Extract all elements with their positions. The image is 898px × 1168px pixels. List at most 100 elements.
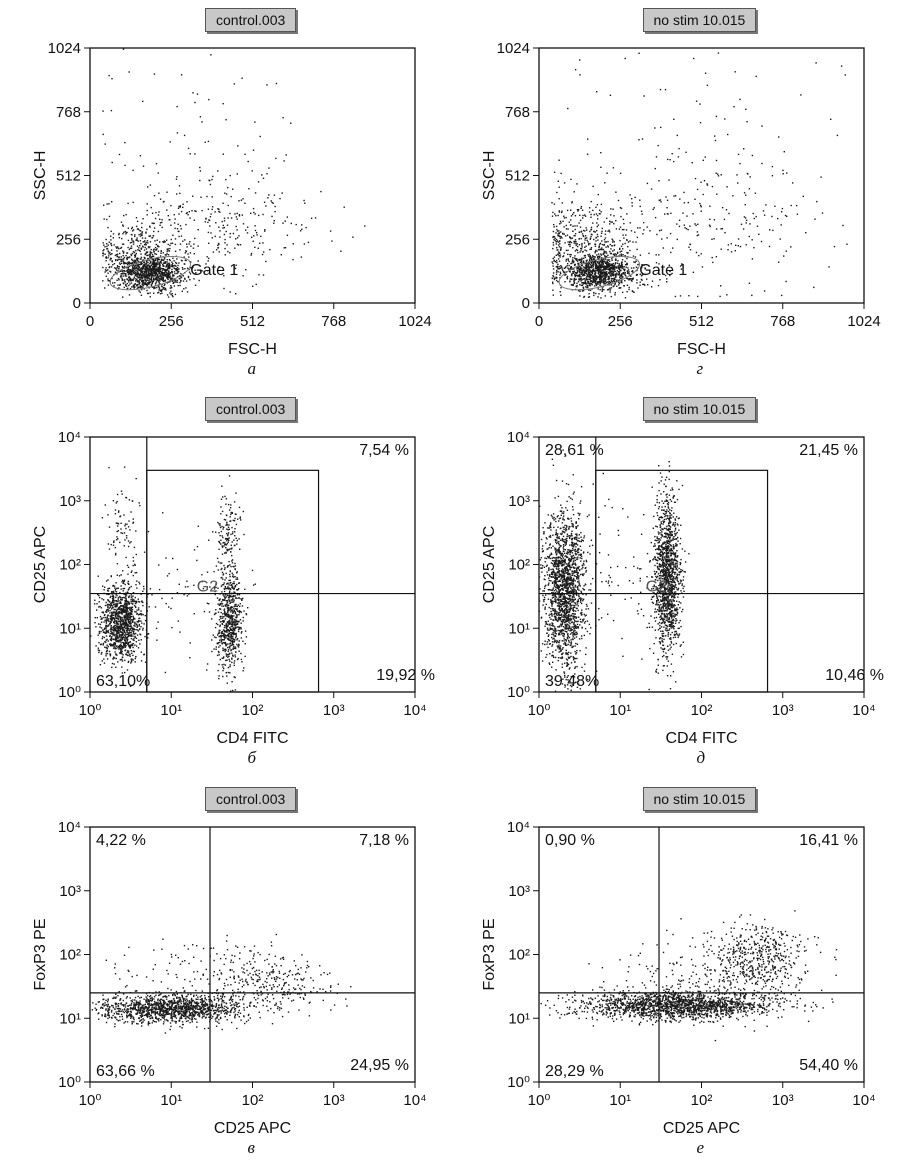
event-dot — [587, 278, 589, 280]
event-dot — [114, 637, 117, 640]
event-dot — [125, 619, 127, 621]
event-dot — [129, 631, 131, 633]
event-dot — [141, 226, 143, 229]
event-dot — [153, 265, 155, 267]
event-dot — [608, 265, 611, 268]
event-dot — [113, 540, 115, 542]
event-dot — [155, 271, 157, 273]
event-dot — [582, 287, 585, 289]
event-dot — [130, 233, 133, 236]
event-dot — [569, 241, 571, 244]
y-tick-label: 1024 — [497, 40, 530, 57]
event-dot — [240, 632, 243, 634]
event-dot — [219, 641, 221, 644]
event-dot — [619, 273, 621, 276]
event-dot — [151, 283, 153, 285]
event-dot — [659, 279, 661, 281]
event-dot — [106, 644, 108, 646]
event-dot — [135, 278, 138, 281]
event-dot — [610, 214, 612, 216]
event-dot — [669, 270, 671, 273]
event-dot — [692, 213, 694, 215]
event-dot — [644, 267, 646, 269]
event-dot — [612, 271, 614, 274]
event-dot — [175, 262, 178, 265]
event-dot — [596, 204, 599, 206]
event-dot — [122, 258, 124, 260]
event-dot — [597, 268, 600, 270]
event-dot — [140, 620, 142, 622]
event-dot — [231, 559, 234, 561]
event-dot — [189, 252, 192, 254]
event-dot — [123, 603, 126, 606]
event-dot — [164, 254, 166, 256]
event-dot — [600, 276, 602, 278]
event-dot — [593, 291, 595, 294]
event-dot — [118, 627, 120, 630]
event-dot — [558, 241, 560, 243]
event-dot — [98, 594, 100, 597]
event-dot — [650, 188, 653, 190]
event-dot — [153, 222, 155, 224]
event-dot — [584, 274, 586, 276]
event-dot — [219, 236, 221, 238]
event-dot — [732, 195, 734, 197]
event-dot — [238, 640, 240, 642]
event-dot — [218, 226, 220, 228]
event-dot — [149, 273, 152, 276]
event-dot — [153, 227, 156, 229]
event-dot — [102, 133, 104, 136]
event-dot — [156, 275, 158, 277]
event-dot — [112, 626, 114, 629]
event-dot — [232, 622, 234, 625]
event-dot — [622, 276, 624, 278]
event-dot — [670, 251, 672, 254]
event-dot — [689, 249, 692, 251]
event-dot — [588, 282, 590, 284]
event-dot — [696, 231, 699, 233]
event-dot — [572, 259, 574, 262]
event-dot — [110, 637, 112, 639]
event-dot — [129, 617, 131, 619]
event-dot — [627, 267, 629, 269]
event-dot — [139, 272, 141, 275]
event-dot — [123, 258, 125, 260]
event-dot — [143, 277, 146, 279]
event-dot — [161, 219, 163, 221]
event-dot — [129, 542, 131, 544]
event-dot — [136, 625, 139, 628]
event-dot — [111, 631, 113, 633]
event-dot — [116, 612, 118, 614]
event-dot — [583, 274, 585, 277]
event-dot — [132, 243, 135, 245]
event-dot — [596, 275, 598, 278]
event-dot — [790, 204, 792, 207]
event-dot — [231, 586, 233, 589]
event-dot — [117, 525, 119, 527]
event-dot — [585, 278, 588, 280]
event-dot — [229, 582, 231, 584]
event-dot — [131, 230, 134, 232]
event-dot — [184, 277, 186, 280]
event-dot — [138, 286, 141, 288]
event-dot — [556, 266, 559, 269]
event-dot — [118, 620, 121, 622]
event-dot — [700, 181, 702, 183]
event-dot — [102, 252, 104, 254]
event-dot — [178, 213, 180, 215]
event-dot — [139, 634, 142, 636]
event-dot — [100, 607, 103, 609]
event-dot — [630, 279, 632, 282]
event-dot — [262, 242, 264, 244]
event-dot — [169, 287, 172, 289]
event-dot — [108, 526, 111, 528]
event-dot — [112, 600, 114, 602]
event-dot — [628, 278, 631, 281]
event-dot — [585, 245, 587, 247]
event-dot — [116, 269, 118, 271]
event-dot — [626, 270, 629, 272]
event-dot — [158, 282, 161, 284]
event-dot — [150, 256, 153, 258]
event-dot — [572, 225, 574, 227]
event-dot — [556, 228, 558, 231]
